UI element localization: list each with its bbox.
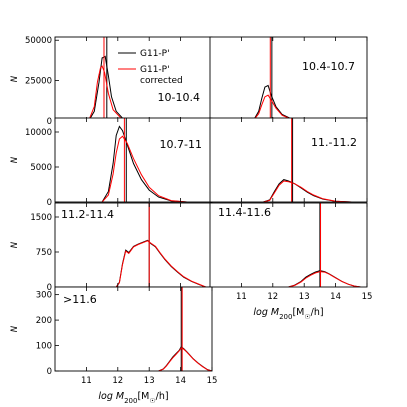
y-tick-label: 750 [36,248,52,258]
x-axis-label-sun: ☉ [304,313,310,321]
panel-plot [158,287,212,371]
x-axis-label-tail: /h] [156,391,169,402]
panel-6: 11 12 13 14 15 11.4-11.6 [209,202,373,302]
x-axis-label-sun: ☉ [149,397,155,405]
panel-3: 0 5000 10000 N 10.7-11 [10,117,213,208]
panel-frame [209,117,368,203]
y-axis-label: N [10,325,20,332]
x-axis-label-tail: /h] [311,307,324,318]
panel-background [55,118,212,202]
panel-plot [263,118,352,202]
y-tick-label: 25000 [25,77,52,87]
panel-label: 11.2-11.4 [61,208,114,221]
red-series-line [263,180,352,202]
panel-background [210,118,367,202]
panel-label: >11.6 [63,293,97,306]
y-tick-label: 0 [47,117,52,127]
red-series-line [288,271,361,287]
panel-label: 10-10.4 [158,91,200,104]
panel-plot [288,203,361,287]
panel-background [55,287,212,371]
x-tick-label: 11 [81,376,92,386]
x-axis-label-text: log M [98,391,124,402]
y-axis-label: N [10,75,20,82]
legend-red-label-line1: G11-P' [140,65,170,75]
x-axis-label-sub: 200 [124,397,137,405]
y-tick-label: 100 [36,342,52,352]
panel-label: 10.4-10.7 [302,60,355,73]
y-tick-label: 0 [47,283,52,293]
x-axis-label-right: log M200[M☉/h] [253,307,323,321]
panel-label: 10.7-11 [160,138,202,151]
panel-4: 11.-11.2 [209,117,368,203]
y-tick-label: 5000 [30,163,52,173]
panel-background [210,37,367,121]
x-tick-label: 14 [330,292,341,302]
legend-red-label-line2: corrected [140,76,183,86]
x-tick-label: 13 [299,292,310,302]
y-tick-label: 1500 [30,213,52,223]
y-tick-label: 200 [36,316,52,326]
panel-plot [115,203,206,287]
x-axis-label-text: log M [253,307,279,318]
x-axis-label-sub: 200 [279,313,292,321]
y-tick-label: 10000 [25,128,52,138]
panel-2: 10.4-10.7 [209,36,368,122]
panel-background [55,37,212,121]
x-tick-label: 14 [175,376,186,386]
red-series-line [101,135,187,202]
legend-black-label: G11-P' [140,49,170,59]
black-series-line [101,125,187,202]
panel-7: 11 12 13 14 15 0 100 200 300 N >11.6 [10,286,218,386]
panel-label: 11.-11.2 [311,136,357,149]
red-series-line [115,240,206,287]
panel-plot [101,118,187,202]
legend: G11-P'G11-P'corrected [118,49,183,86]
x-tick-label: 15 [207,376,218,386]
y-axis-label: N [10,241,20,248]
x-axis-label-units: [M [137,391,149,402]
x-tick-label: 12 [267,292,278,302]
panel-frame [209,202,368,288]
y-tick-label: 300 [36,291,52,301]
y-tick-label: 0 [47,367,52,377]
x-axis-label-units: [M [292,307,304,318]
y-tick-label: 50000 [25,36,52,46]
panel-5: 0 750 1500 N 11.2-11.4 [10,202,213,293]
x-tick-label: 15 [362,292,373,302]
panel-background [210,203,367,287]
x-tick-label: 13 [144,376,155,386]
panel-frame [54,286,213,372]
panel-background [55,203,212,287]
x-axis-label-left: log M200[M☉/h] [98,391,168,405]
y-tick-label: 0 [47,198,52,208]
panel-label: 11.4-11.6 [218,206,271,219]
y-axis-label: N [10,156,20,163]
x-tick-label: 12 [112,376,123,386]
panel-1: 0 25000 50000 N 10-10.4 [10,36,213,127]
x-tick-label: 11 [236,292,247,302]
